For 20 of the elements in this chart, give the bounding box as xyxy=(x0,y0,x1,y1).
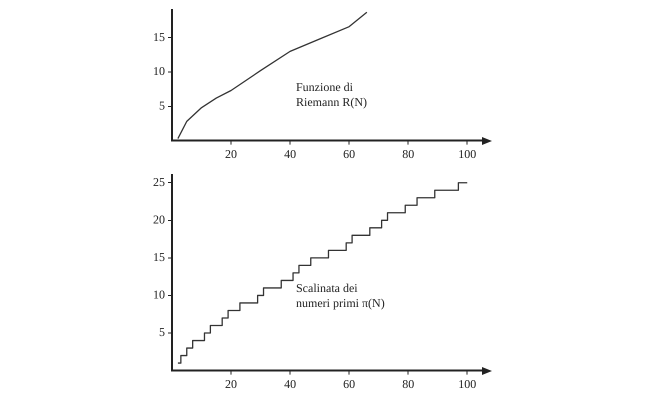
y-tick-label: 10 xyxy=(153,64,165,78)
y-tick-label: 25 xyxy=(153,174,165,189)
x-tick-label: 60 xyxy=(343,146,356,161)
y-tick-label: 10 xyxy=(153,288,165,302)
x-tick-label: 80 xyxy=(402,146,414,161)
y-tick-label: 15 xyxy=(153,30,165,44)
x-tick-label: 40 xyxy=(284,376,296,391)
x-tick-label: 40 xyxy=(284,146,296,161)
y-tick-label: 5 xyxy=(159,325,165,340)
x-tick-label: 80 xyxy=(402,376,414,391)
series-label: Scalinata dei numeri primi π(N) xyxy=(296,280,385,310)
x-tick-label: 60 xyxy=(343,376,356,391)
text: Funzione di Riemann R(N) xyxy=(296,80,367,110)
y-tick-label: 15 xyxy=(153,250,165,264)
y-tick-label: 5 xyxy=(159,98,165,112)
y-tick-label: 20 xyxy=(153,212,165,226)
x-tick-label: 100 xyxy=(458,146,476,161)
x-tick-label: 20 xyxy=(225,146,238,161)
x-tick-label: 100 xyxy=(458,376,476,391)
x-tick-label: 20 xyxy=(225,376,238,391)
